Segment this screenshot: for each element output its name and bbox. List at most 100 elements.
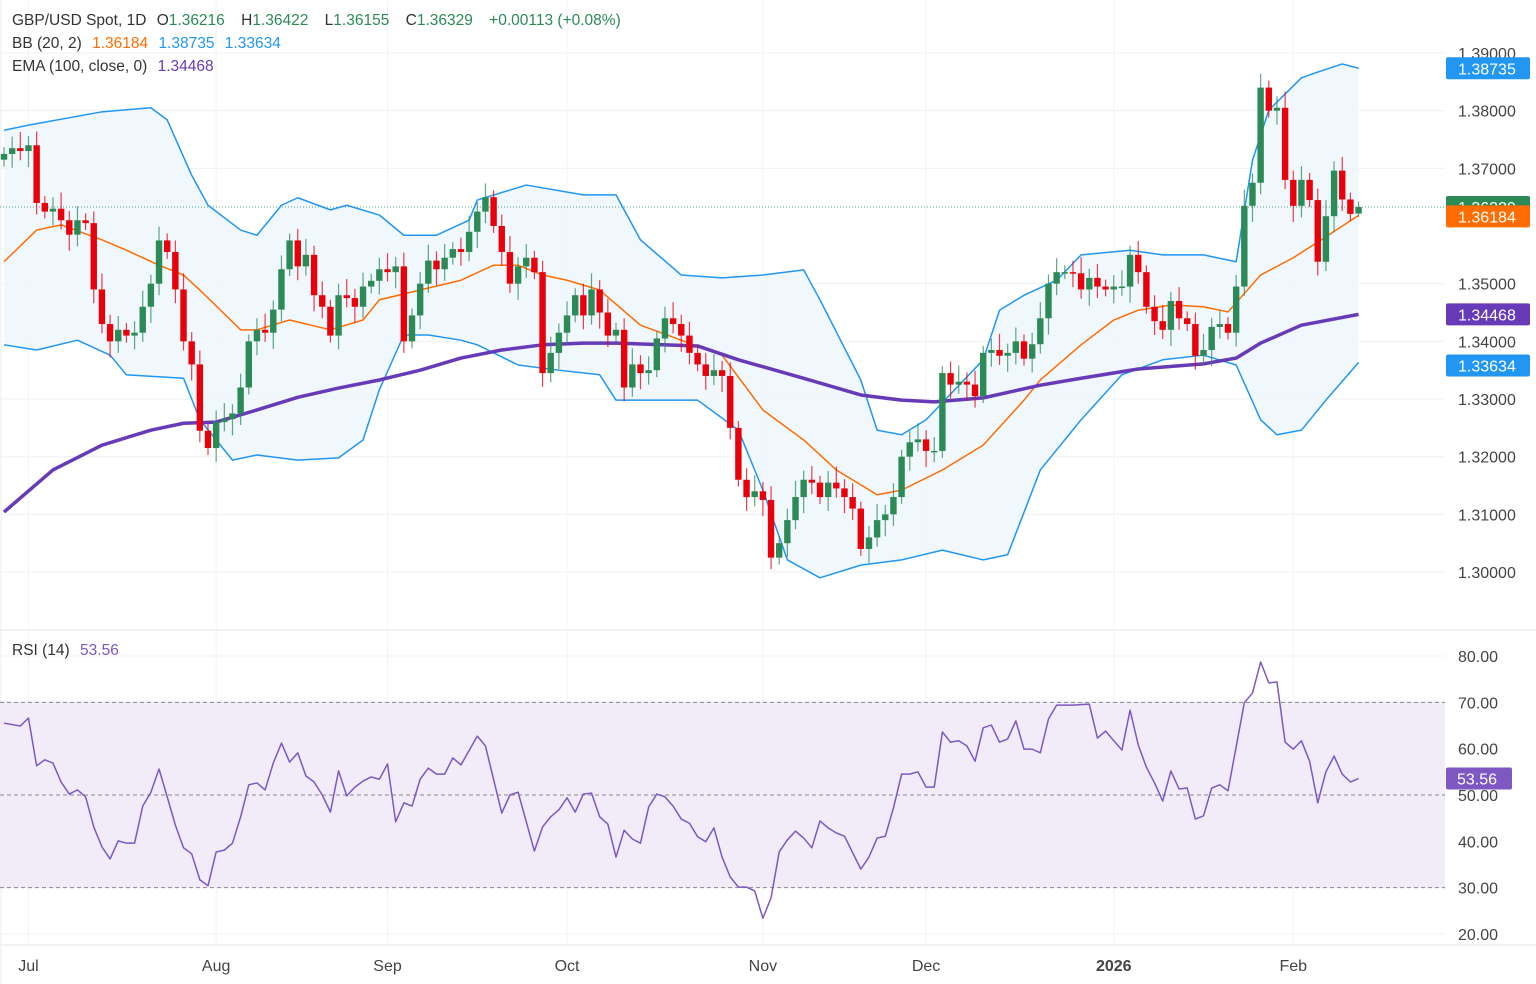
price-axis-label: 1.38000 [1458, 104, 1516, 121]
candle-body [302, 254, 310, 267]
candle-body [939, 373, 946, 451]
candle-body [678, 324, 685, 336]
candle [188, 332, 195, 381]
candle [1135, 241, 1142, 284]
candle-body [164, 240, 171, 252]
candle-body [694, 352, 701, 365]
candle-body [392, 266, 399, 273]
candle-body [931, 450, 938, 453]
candle [1110, 275, 1117, 304]
candle [474, 202, 481, 248]
candle [645, 356, 652, 385]
candle [955, 365, 962, 394]
candle [253, 318, 261, 356]
price-axis-label: 1.34000 [1458, 334, 1516, 351]
candle [33, 131, 40, 215]
candle [237, 373, 244, 425]
bb-middle-value: 1.36184 [92, 35, 149, 52]
price-axis-label: 1.31000 [1458, 507, 1516, 524]
close-label: C [405, 12, 417, 29]
candle-body [963, 381, 971, 385]
bb-upper-line [3, 63, 1359, 436]
candle-body [849, 497, 856, 509]
candle-body [1339, 170, 1346, 200]
candle-body [588, 289, 595, 316]
candle [588, 273, 595, 325]
candle-body [82, 220, 89, 224]
candle [686, 321, 693, 365]
candle-body [1159, 321, 1166, 330]
candle [82, 213, 89, 231]
candle [278, 255, 285, 322]
candle-body [368, 280, 375, 287]
bb-basis-line [3, 214, 1359, 496]
candle [1069, 260, 1077, 288]
candle [580, 283, 587, 330]
candle [335, 283, 342, 350]
candle [776, 536, 783, 565]
candle [1265, 80, 1272, 118]
candle-body [376, 269, 383, 281]
candle [1322, 200, 1330, 271]
candle-body [1355, 207, 1362, 214]
candle-body [123, 329, 130, 336]
candle-body [547, 352, 554, 374]
candle-body [1053, 272, 1060, 284]
low-label: L [324, 12, 334, 29]
ema-legend: EMA (100, close, 0) 1.34468 [12, 58, 220, 76]
candle [833, 466, 840, 498]
candle-body [1208, 326, 1215, 351]
change-value: +0.00113 (+0.08%) [489, 12, 621, 29]
candle-body [139, 306, 146, 333]
rsi-axis-label: 50.00 [1458, 788, 1498, 805]
candle-body [898, 456, 905, 498]
candle [441, 243, 448, 281]
high-label: H [241, 12, 253, 29]
candle [1306, 172, 1313, 207]
candle [147, 274, 155, 323]
candle [384, 253, 391, 282]
rsi-axis-label: 80.00 [1458, 649, 1498, 666]
candle [1045, 274, 1052, 335]
candle-body [1077, 273, 1085, 290]
candle-body [98, 289, 106, 325]
candle [482, 183, 489, 224]
candle [931, 437, 938, 463]
candle [857, 501, 864, 556]
candle-body [1012, 341, 1020, 353]
symbol-label: GBP/USD Spot, 1D [12, 12, 147, 29]
candle [351, 288, 359, 323]
candle [1232, 275, 1240, 347]
time-axis-label: Nov [749, 958, 777, 975]
candle [139, 290, 146, 342]
candle-body [1069, 272, 1077, 274]
rsi-tag-bg [1446, 767, 1512, 790]
candle [873, 503, 881, 547]
candle-body [1151, 306, 1158, 322]
rsi-legend: RSI (14) 53.56 [12, 642, 125, 660]
time-axis-label: Aug [202, 958, 230, 975]
candle-body [1167, 300, 1175, 330]
candle-body [808, 479, 816, 483]
candle [319, 281, 326, 319]
candle [808, 465, 816, 495]
bb-upper-value: 1.38735 [158, 35, 215, 52]
candle-body [1126, 254, 1134, 287]
candle [1330, 161, 1338, 233]
candle-body [1232, 286, 1240, 333]
candle [57, 192, 65, 230]
close-value: 1.36329 [416, 12, 473, 29]
candle-body [1298, 179, 1305, 206]
candle [90, 211, 97, 304]
candle [914, 423, 922, 452]
candle [947, 361, 954, 399]
candle-body [980, 352, 987, 397]
candle-body [131, 332, 138, 336]
candle-body [188, 341, 195, 365]
candle [751, 475, 758, 507]
candle [49, 197, 57, 226]
candle-body [612, 329, 620, 336]
candle [41, 196, 48, 219]
candle [164, 233, 171, 259]
